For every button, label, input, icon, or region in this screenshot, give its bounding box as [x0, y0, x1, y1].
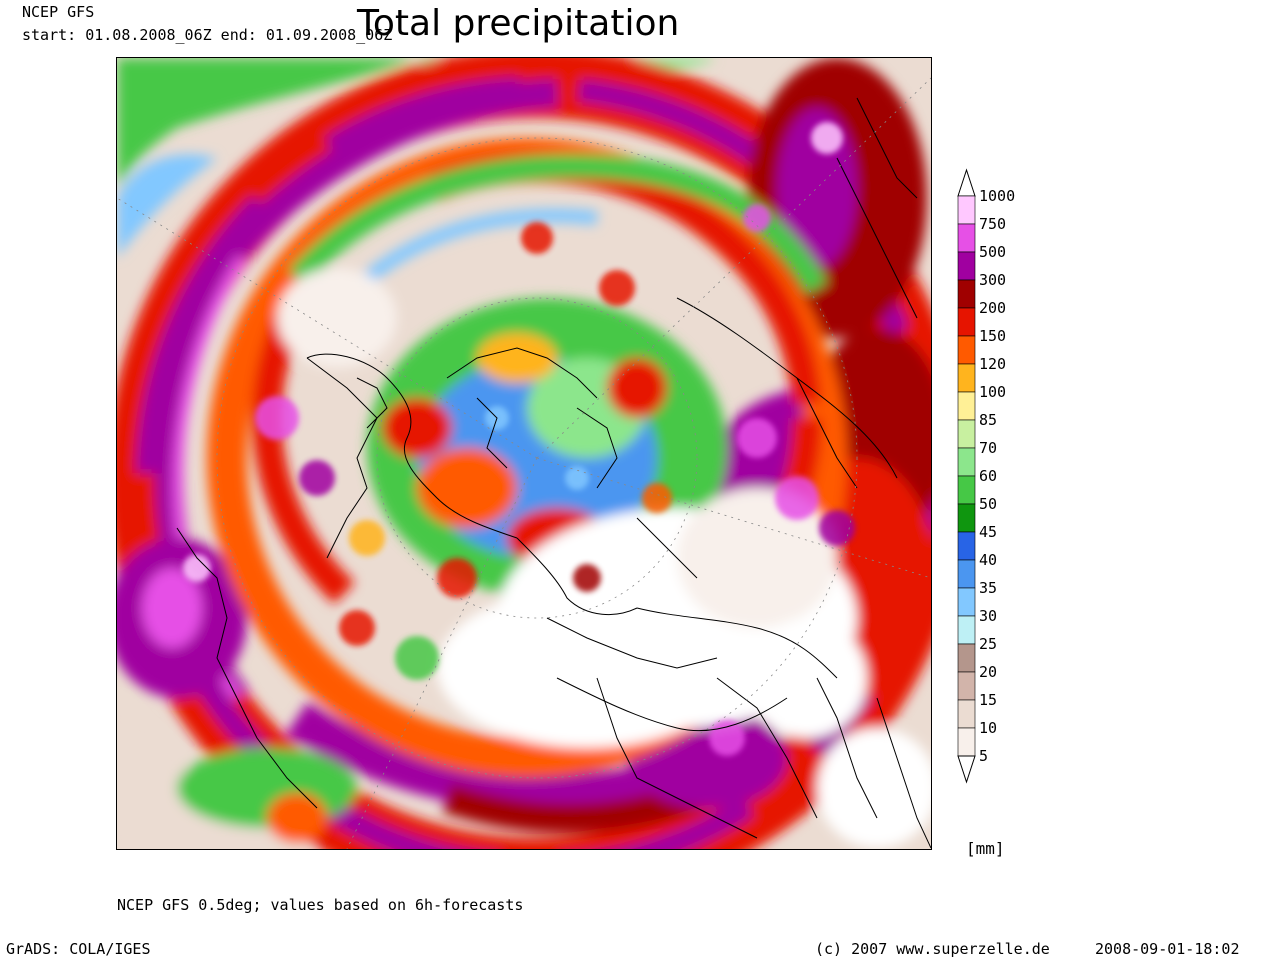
colorbar-swatch [957, 391, 976, 421]
colorbar-swatch [957, 643, 976, 673]
map-title: Total precipitation [357, 3, 680, 44]
colorbar-legend: 1000 750 500 300 200 150 120 100 85 70 60 50 45 40 35 3… [957, 168, 1015, 784]
colorbar-tick-label: 500 [979, 243, 1006, 261]
colorbar-swatch [957, 699, 976, 729]
colorbar-tick-label: 85 [979, 411, 997, 429]
colorbar-tick-label: 40 [979, 551, 997, 569]
colorbar-swatch [957, 279, 976, 309]
graticule [117, 77, 931, 849]
colorbar-swatch [957, 419, 976, 449]
colorbar-top-arrow [957, 168, 976, 197]
colorbar-swatch [957, 363, 976, 393]
colorbar-swatch [957, 335, 976, 365]
colorbar-tick-label: 70 [979, 439, 997, 457]
colorbar-swatch [957, 559, 976, 589]
coastlines [176, 97, 931, 849]
colorbar-tick-label: 750 [979, 215, 1006, 233]
precip-detail [183, 122, 855, 756]
colorbar-swatch [957, 447, 976, 477]
model-name: NCEP GFS [22, 3, 95, 21]
colorbar-tick-label: 300 [979, 271, 1006, 289]
colorbar-tick-label: 10 [979, 719, 997, 737]
copyright-notice: (c) 2007 www.superzelle.de [815, 940, 1050, 958]
precipitation-map [116, 57, 932, 850]
colorbar-tick-label: 5 [979, 747, 988, 765]
colorbar-swatch [957, 671, 976, 701]
colorbar-tick-label: 1000 [979, 187, 1015, 205]
colorbar-tick-label: 25 [979, 635, 997, 653]
software-credit: GrADS: COLA/IGES [6, 940, 151, 958]
colorbar-swatch [957, 307, 976, 337]
colorbar-swatch [957, 727, 976, 757]
colorbar-swatch [957, 615, 976, 645]
colorbar-swatch [957, 475, 976, 505]
data-source-note: NCEP GFS 0.5deg; values based on 6h-fore… [117, 896, 524, 914]
unit-label: [mm] [966, 839, 1005, 858]
colorbar-tick-label: 200 [979, 299, 1006, 317]
colorbar-swatch [957, 251, 976, 281]
forecast-period: start: 01.08.2008_06Z end: 01.09.2008_06… [22, 26, 393, 44]
colorbar-tick-label: 60 [979, 467, 997, 485]
generation-timestamp: 2008-09-01-18:02 [1095, 940, 1240, 958]
colorbar-tick-label: 35 [979, 579, 997, 597]
colorbar-tick-label: 45 [979, 523, 997, 541]
colorbar-swatch [957, 503, 976, 533]
colorbar-tick-label: 15 [979, 691, 997, 709]
colorbar-swatch [957, 195, 976, 225]
precipitation-field [117, 58, 931, 849]
colorbar-tick-label: 150 [979, 327, 1006, 345]
colorbar-swatch [957, 223, 976, 253]
colorbar-swatch [957, 531, 976, 561]
colorbar-swatch [957, 587, 976, 617]
colorbar-tick-label: 30 [979, 607, 997, 625]
colorbar-bottom-arrow [957, 755, 976, 784]
colorbar-tick-label: 20 [979, 663, 997, 681]
colorbar-tick-label: 120 [979, 355, 1006, 373]
colorbar-tick-label: 50 [979, 495, 997, 513]
colorbar-tick-label: 100 [979, 383, 1006, 401]
